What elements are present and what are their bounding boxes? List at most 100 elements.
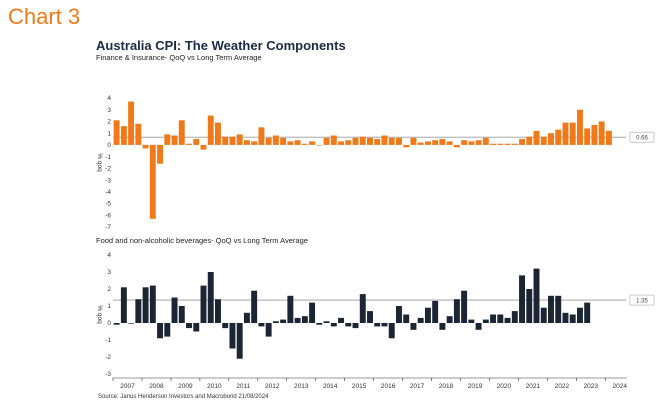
food-bar	[258, 323, 265, 327]
finance-bar	[395, 137, 402, 145]
finance-bar	[482, 137, 489, 145]
food-bar	[548, 295, 554, 323]
food-bar	[511, 311, 518, 323]
finance-bar	[461, 140, 468, 145]
food-bar	[424, 307, 431, 323]
finance-bar	[142, 144, 149, 149]
finance-bar	[439, 139, 446, 145]
finance-bar	[236, 134, 243, 145]
food-y-tick-label: 3	[107, 269, 111, 276]
finance-y-tick-label: 3	[107, 107, 111, 114]
food-bar	[128, 323, 135, 324]
food-bar	[272, 321, 279, 323]
food-bar	[526, 289, 533, 323]
finance-bar	[352, 137, 359, 145]
food-chart-subtitle: Food and non-alcoholic beverages- QoQ vs…	[96, 236, 308, 245]
finance-bar	[186, 143, 192, 145]
finance-bar	[519, 139, 525, 145]
finance-bar	[591, 124, 598, 145]
food-bar	[193, 323, 200, 332]
food-bar	[149, 285, 156, 323]
food-bar	[461, 290, 468, 323]
food-bar	[584, 302, 591, 323]
finance-bar	[135, 123, 142, 145]
finance-bar	[511, 143, 518, 145]
finance-bar	[258, 127, 265, 145]
food-bar	[504, 317, 511, 323]
food-bar	[323, 321, 330, 323]
finance-bar	[388, 137, 395, 145]
finance-bar	[330, 135, 337, 145]
x-tick-label: 2012	[265, 383, 280, 390]
food-bar	[468, 319, 475, 323]
finance-bar	[417, 142, 424, 145]
finance-bar	[453, 144, 460, 148]
food-bar	[120, 287, 127, 323]
food-bar	[301, 316, 308, 323]
food-bar	[562, 312, 569, 323]
food-bar	[540, 307, 547, 323]
finance-bar	[359, 136, 366, 145]
food-bar	[135, 299, 142, 323]
food-bar	[280, 319, 287, 323]
finance-bar	[229, 136, 236, 145]
finance-bar	[338, 141, 345, 145]
finance-bar	[374, 139, 381, 145]
finance-bar	[569, 122, 576, 145]
source-note: Source: Janus Henderson Investors and Ma…	[98, 394, 269, 400]
food-bar	[251, 290, 258, 323]
finance-bar	[424, 141, 431, 145]
finance-bar	[403, 144, 410, 148]
food-bar	[417, 317, 424, 323]
food-bar	[345, 323, 352, 327]
x-tick-label: 2022	[555, 383, 570, 390]
food-bar	[359, 294, 366, 323]
finance-bar	[164, 134, 171, 145]
finance-bar	[294, 140, 301, 145]
food-bar	[374, 323, 381, 327]
food-bar	[519, 275, 525, 323]
finance-y-tick-label: -4	[105, 189, 111, 196]
finance-average-label: 0.66	[636, 135, 648, 141]
finance-bar	[490, 143, 497, 145]
food-bar	[381, 323, 388, 327]
food-bar	[432, 300, 439, 323]
finance-bar	[280, 137, 287, 145]
food-bar	[316, 323, 323, 325]
food-bar	[243, 312, 250, 323]
food-bar	[446, 316, 453, 323]
finance-y-tick-label: 4	[107, 95, 111, 102]
food-y-tick-label: 4	[107, 252, 111, 259]
food-y-tick-label: 1	[107, 303, 111, 310]
finance-bar	[251, 141, 258, 145]
finance-bar	[497, 143, 504, 145]
food-bar	[186, 323, 192, 329]
x-tick-label: 2014	[323, 383, 338, 390]
food-bar	[113, 323, 120, 325]
food-bar	[171, 297, 178, 323]
food-average-badge	[629, 294, 655, 306]
finance-y-tick-label: -3	[105, 177, 111, 184]
finance-average-badge	[629, 131, 655, 143]
finance-bar	[367, 137, 373, 145]
food-bar	[490, 314, 497, 323]
finance-bar	[120, 126, 127, 145]
x-tick-label: 2009	[178, 383, 193, 390]
x-tick-label: 2008	[149, 383, 164, 390]
x-tick-label: 2020	[497, 383, 512, 390]
x-tick-label: 2021	[526, 383, 541, 390]
finance-bar	[309, 141, 316, 145]
food-bar	[482, 319, 489, 323]
finance-bar	[598, 121, 605, 145]
finance-bar	[215, 122, 221, 145]
finance-bar	[207, 115, 214, 145]
food-average-label: 1.35	[636, 298, 648, 304]
finance-bar	[323, 137, 330, 145]
food-bar	[215, 299, 221, 323]
food-bar	[164, 323, 171, 337]
finance-bar	[446, 141, 453, 145]
finance-bar	[272, 135, 279, 145]
finance-bar	[128, 101, 135, 145]
food-y-axis-label: % qoq	[96, 305, 103, 324]
food-bar	[236, 323, 243, 359]
